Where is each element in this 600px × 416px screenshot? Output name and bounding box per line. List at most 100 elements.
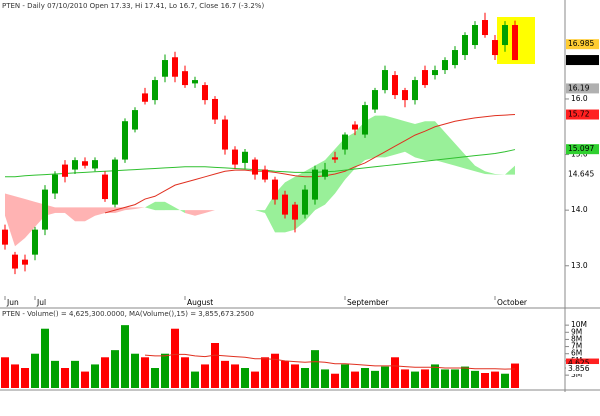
- y-tick-label: 14.0: [571, 205, 588, 214]
- volume-bar: [61, 368, 69, 388]
- cloud-segment: [485, 171, 495, 175]
- cloud-segment: [465, 154, 475, 172]
- candle-body: [282, 194, 288, 215]
- volume-bar: [511, 363, 519, 388]
- y-tick-label: 13.0: [571, 261, 588, 270]
- cloud-segment: [255, 210, 265, 213]
- candle-body: [422, 70, 428, 86]
- volume-bar: [491, 371, 499, 388]
- candle-body: [492, 40, 498, 56]
- price-tag-label: 14.645: [568, 169, 594, 178]
- candle-body: [322, 169, 328, 177]
- price-tag: [566, 39, 599, 50]
- cloud-segment: [495, 174, 505, 175]
- volume-bar: [391, 357, 399, 388]
- volume-bar: [81, 371, 89, 388]
- volume-bar: [311, 350, 319, 388]
- candle-body: [502, 25, 508, 46]
- volume-bar: [361, 368, 369, 388]
- volume-bar: [441, 369, 449, 388]
- volume-bar: [461, 366, 469, 388]
- volume-bar: [131, 353, 139, 388]
- price-tag: [566, 358, 599, 369]
- candle-body: [362, 105, 368, 135]
- candle-body: [452, 50, 458, 66]
- candle-body: [272, 179, 278, 200]
- y-tick-label: 3M: [571, 370, 582, 379]
- candle-body: [262, 169, 268, 180]
- volume-bar: [331, 373, 339, 388]
- moving-average: [5, 149, 516, 178]
- cloud-segment: [5, 193, 15, 247]
- cloud-segment: [375, 115, 385, 158]
- candle-body: [352, 124, 358, 130]
- volume-bar: [1, 357, 9, 388]
- cloud-segment: [95, 207, 105, 216]
- candle-body: [62, 164, 68, 177]
- candle-body: [162, 60, 168, 77]
- cloud-segment: [155, 201, 165, 211]
- candle-body: [42, 189, 48, 230]
- candle-body: [12, 254, 18, 269]
- volume-bar: [111, 350, 119, 388]
- volume-bar: [91, 364, 99, 388]
- cloud-segment: [15, 196, 25, 247]
- candle-body: [192, 80, 198, 84]
- y-tick-label: 10M: [571, 320, 587, 329]
- price-tag-label: 16.19: [568, 83, 590, 92]
- price-tag: [566, 364, 599, 375]
- cloud-segment: [395, 118, 405, 155]
- volume-bar: [11, 364, 19, 388]
- cloud-segment: [385, 115, 395, 158]
- candle-body: [152, 80, 158, 101]
- candle-body: [202, 85, 208, 101]
- cloud-segment: [65, 207, 75, 222]
- volume-bar: [261, 357, 269, 388]
- volume-bar: [501, 373, 509, 388]
- candle-body: [172, 57, 178, 77]
- y-tick-label: 8M: [571, 334, 582, 343]
- cloud-segment: [205, 210, 215, 213]
- candle-body: [302, 189, 308, 215]
- y-tick-label: 16.0: [571, 94, 588, 103]
- candle-body: [482, 20, 488, 36]
- volume-bar: [401, 369, 409, 388]
- price-tag-label: 15.72: [568, 110, 590, 119]
- cloud-segment: [325, 149, 335, 205]
- cloud-segment: [195, 210, 205, 216]
- volume-bar: [421, 369, 429, 388]
- cloud-segment: [185, 210, 195, 216]
- volume-bar: [231, 364, 239, 388]
- x-tick-label: Jun: [6, 298, 19, 307]
- candle-body: [2, 229, 8, 245]
- price-tag-label: 3.856: [568, 364, 590, 373]
- candle-body: [212, 98, 218, 120]
- cloud-segment: [435, 121, 445, 163]
- price-tag-label: 16.985: [568, 39, 594, 48]
- volume-bar: [251, 371, 259, 388]
- volume-bar: [181, 357, 189, 388]
- cloud-segment: [115, 207, 125, 213]
- y-tick-label: 9M: [571, 327, 582, 336]
- candle-body: [332, 157, 338, 160]
- candle-body: [462, 35, 468, 56]
- volume-bar: [51, 360, 59, 388]
- candle-body: [242, 151, 248, 163]
- cloud-segment: [145, 201, 155, 211]
- volume-bar: [31, 353, 39, 388]
- cloud-segment: [505, 165, 515, 175]
- candle-body: [22, 259, 28, 265]
- volume-bar: [201, 364, 209, 388]
- volume-bar: [191, 371, 199, 388]
- cloud-segment: [85, 207, 95, 222]
- volume-bar: [341, 364, 349, 388]
- candle-body: [342, 134, 348, 150]
- y-tick-label: 6M: [571, 349, 582, 358]
- volume-bar: [271, 353, 279, 388]
- candle-body: [182, 71, 188, 86]
- volume-bar: [211, 343, 219, 388]
- candle-body: [372, 90, 378, 110]
- volume-bar: [431, 364, 439, 388]
- price-tag-label: 15.097: [568, 144, 594, 153]
